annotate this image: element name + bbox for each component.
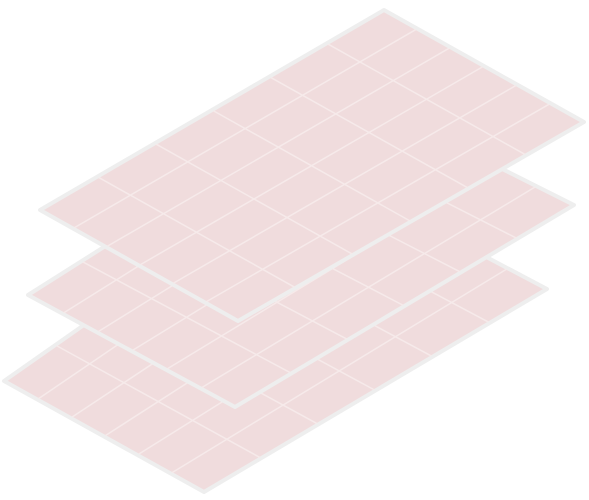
- top-layer-grid-col-line: [204, 102, 552, 304]
- layers-group: [2, 8, 586, 494]
- top-layer: [38, 8, 586, 323]
- top-layer-outline: [38, 8, 586, 323]
- middle-layer-grid-col-line: [200, 185, 537, 389]
- top-layer-grid-col-line: [171, 84, 518, 285]
- top-layer-grid-col-line: [138, 65, 485, 267]
- top-layer-grid-col-line: [105, 46, 452, 248]
- top-layer-grid-col-line: [72, 28, 418, 230]
- bottom-layer-grid-col-line: [170, 267, 509, 475]
